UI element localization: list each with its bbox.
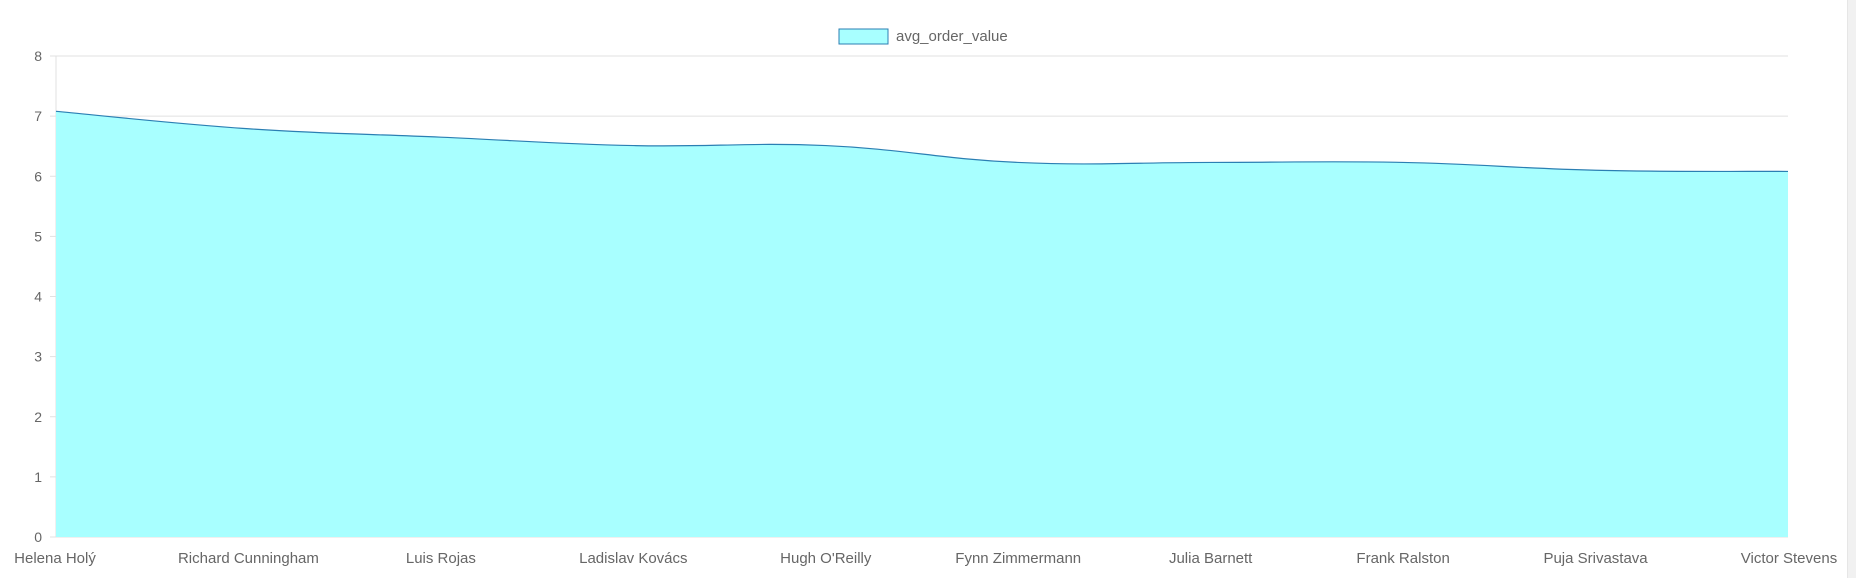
data-point[interactable]	[245, 126, 251, 132]
x-tick-label: Fynn Zimmermann	[955, 550, 1081, 567]
x-tick-label: Victor Stevens	[1741, 550, 1837, 567]
x-tick-label: Luis Rojas	[406, 550, 476, 567]
x-tick-label: Puja Srivastava	[1543, 550, 1648, 567]
area-layer	[53, 108, 1791, 537]
x-axis: Helena Holý Richard Cunningham Luis Rojas L…	[14, 550, 1837, 567]
y-tick-label: 8	[34, 48, 42, 64]
y-tick-label: 5	[34, 228, 42, 244]
data-point[interactable]	[438, 134, 444, 140]
data-point[interactable]	[630, 143, 636, 149]
data-point[interactable]	[1593, 167, 1599, 173]
x-tick-label: Frank Ralston	[1356, 550, 1449, 567]
y-axis: 0 1 2 3 4 5 6 7 8	[34, 48, 42, 545]
x-tick-label: Ladislav Kovács	[579, 550, 687, 567]
data-point[interactable]	[823, 143, 829, 149]
x-tick-label: Hugh O'Reilly	[780, 550, 872, 567]
y-tick-label: 6	[34, 168, 42, 184]
x-tick-label: Richard Cunningham	[178, 550, 319, 567]
data-point[interactable]	[1400, 159, 1406, 165]
x-tick-label: Julia Barnett	[1169, 550, 1253, 567]
y-tick-label: 2	[34, 409, 42, 425]
legend-label[interactable]: avg_order_value	[896, 28, 1008, 45]
y-tick-label: 0	[34, 529, 42, 545]
data-point[interactable]	[1208, 159, 1214, 165]
vertical-scrollbar[interactable]	[1847, 0, 1856, 578]
area-fill-avg_order_value[interactable]	[56, 111, 1788, 537]
data-point[interactable]	[1785, 168, 1791, 174]
y-tick-label: 3	[34, 349, 42, 365]
legend-swatch[interactable]	[838, 28, 889, 45]
data-point[interactable]	[1015, 159, 1021, 165]
y-tick-label: 7	[34, 108, 42, 124]
y-tick-label: 4	[34, 289, 42, 305]
series-line-avg_order_value[interactable]	[55, 110, 1789, 173]
legend[interactable]: avg_order_value	[838, 28, 1008, 45]
data-point[interactable]	[53, 108, 59, 114]
y-tick-label: 1	[34, 469, 42, 485]
x-tick-label: Helena Holý	[14, 550, 96, 567]
